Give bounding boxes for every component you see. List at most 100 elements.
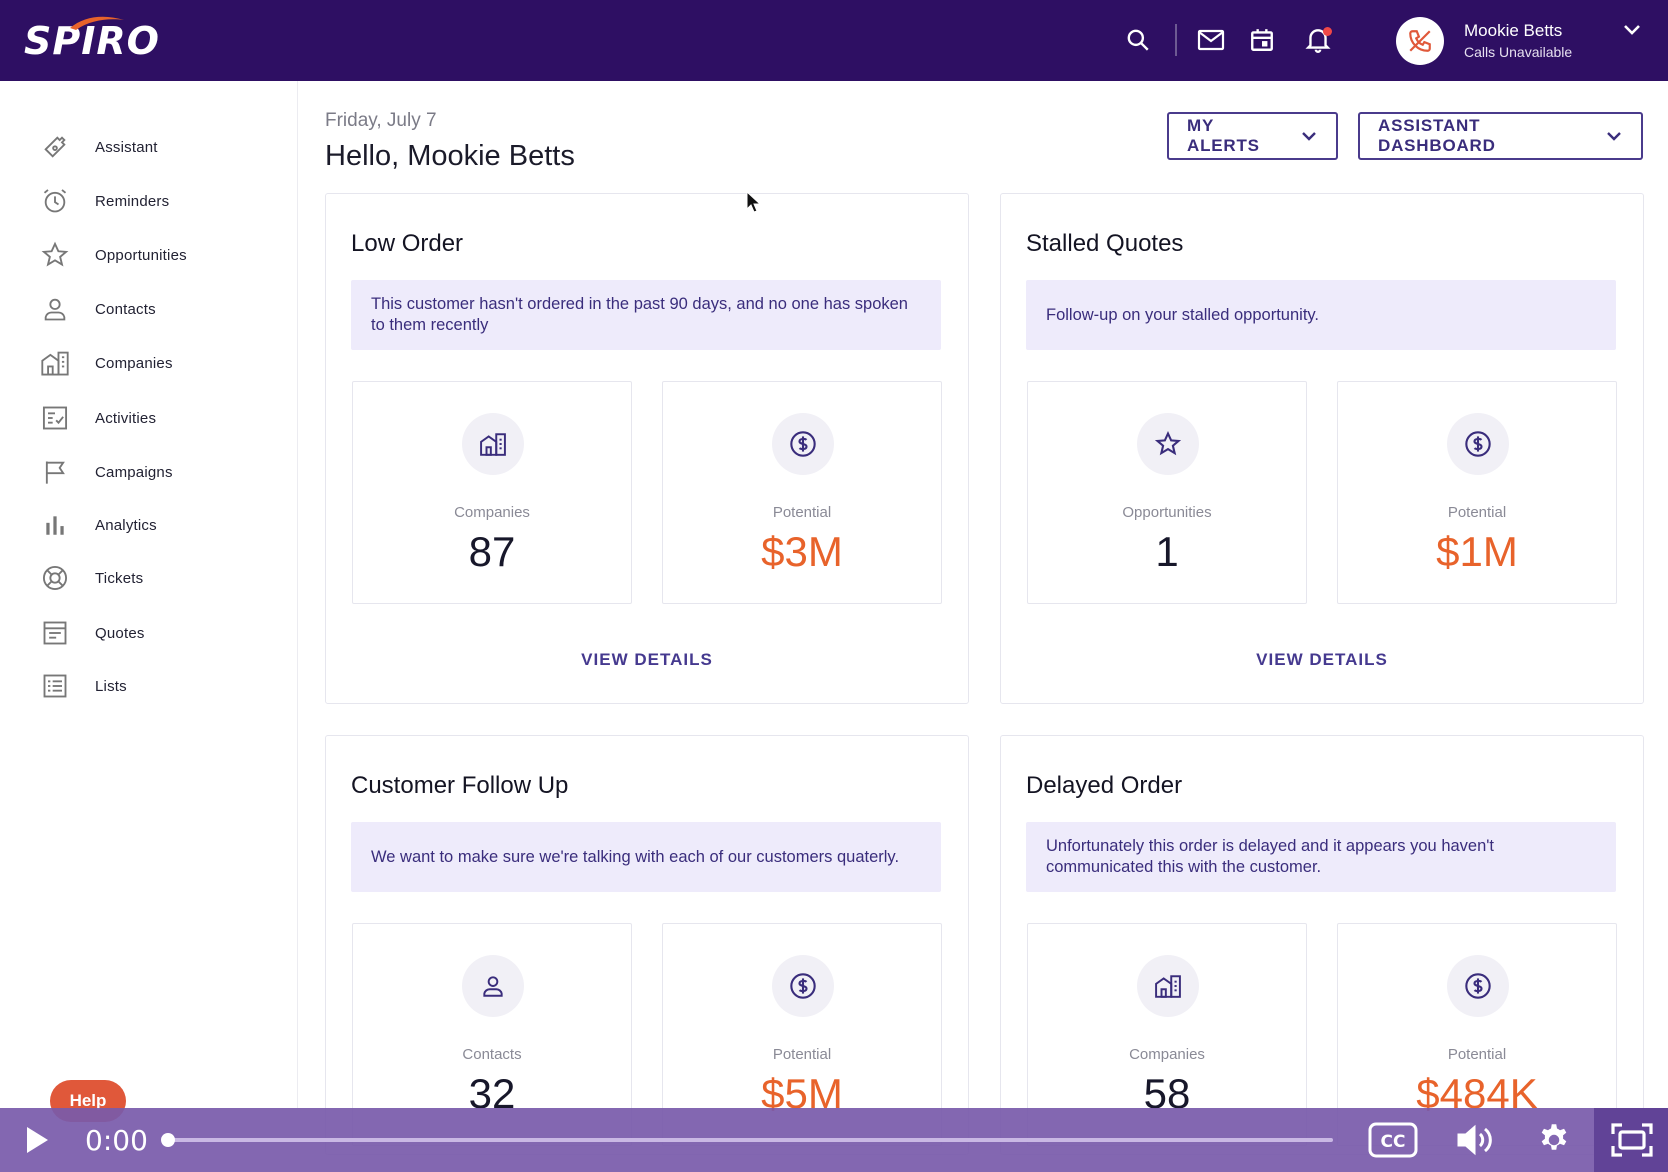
spiro-logo[interactable]: SPIRO: [24, 16, 160, 66]
page-title: Hello, Mookie Betts: [325, 140, 575, 172]
sidebar-item-assistant[interactable]: Assistant: [38, 130, 158, 164]
card-description: Follow-up on your stalled opportunity.: [1026, 280, 1616, 350]
alarm-icon: [38, 184, 72, 218]
user-name: Mookie Betts: [1464, 21, 1563, 40]
fullscreen-area: [1594, 1108, 1668, 1172]
sidebar-item-companies[interactable]: Companies: [38, 346, 173, 380]
metric-potential[interactable]: Potential $3M: [662, 381, 942, 604]
metric-label: Potential: [772, 504, 832, 521]
sidebar-item-label: Contacts: [95, 300, 156, 318]
mail-icon[interactable]: [1195, 24, 1227, 56]
sidebar: Assistant Reminders Opportunities Contac…: [0, 81, 298, 1108]
star-icon: [38, 238, 72, 272]
my-alerts-label: MY ALERTS: [1187, 116, 1260, 155]
logo-swoosh-icon: [70, 16, 124, 30]
video-progress-thumb[interactable]: [161, 1133, 175, 1147]
metric-label: Potential: [772, 1046, 832, 1063]
dollar-icon: [1447, 413, 1509, 475]
card-title: Customer Follow Up: [351, 772, 569, 799]
settings-gear-icon[interactable]: [1535, 1120, 1573, 1160]
sidebar-item-tickets[interactable]: Tickets: [38, 561, 143, 595]
star-icon: [1137, 413, 1199, 475]
volume-icon[interactable]: [1456, 1120, 1496, 1160]
top-bar: SPIRO Mookie Betts Calls Unavailable: [0, 0, 1668, 81]
my-alerts-dropdown[interactable]: MY ALERTS: [1167, 112, 1338, 160]
flag-icon: [38, 455, 72, 489]
card-description: This customer hasn't ordered in the past…: [351, 280, 941, 350]
assistant-dashboard-dropdown[interactable]: ASSISTANT DASHBOARD: [1358, 112, 1643, 160]
toolbar-divider: [1175, 24, 1177, 56]
closed-captions-icon[interactable]: CC: [1368, 1120, 1418, 1160]
sidebar-item-activities[interactable]: Activities: [38, 401, 156, 435]
sidebar-item-reminders[interactable]: Reminders: [38, 184, 169, 218]
chevron-down-icon[interactable]: [1620, 20, 1644, 45]
dollar-icon: [772, 413, 834, 475]
mouse-cursor-icon: [746, 190, 762, 220]
metric-label: Contacts: [462, 1046, 522, 1063]
video-controls: 0:00 CC: [0, 1108, 1668, 1172]
view-details-link[interactable]: VIEW DETAILS: [581, 650, 713, 669]
metric-value: 1: [1155, 528, 1179, 575]
metric-label: Potential: [1447, 1046, 1507, 1063]
sidebar-item-quotes[interactable]: Quotes: [38, 616, 145, 650]
sidebar-item-label: Lists: [95, 677, 127, 695]
sidebar-item-label: Quotes: [95, 624, 145, 642]
view-details-link[interactable]: VIEW DETAILS: [1256, 650, 1388, 669]
metric-opportunities[interactable]: Opportunities 1: [1027, 381, 1307, 604]
card-title: Delayed Order: [1026, 772, 1183, 799]
document-icon: [38, 616, 72, 650]
sidebar-item-label: Opportunities: [95, 246, 187, 264]
logo-text: SPIRO: [24, 19, 160, 63]
card-description: We want to make sure we're talking with …: [351, 822, 941, 892]
current-date: Friday, July 7: [325, 110, 437, 131]
metric-value: $3M: [761, 528, 843, 575]
sidebar-item-label: Companies: [95, 354, 173, 372]
building-icon: [462, 413, 524, 475]
sidebar-item-label: Reminders: [95, 192, 170, 210]
notification-dot: [1323, 27, 1332, 36]
building-icon: [1137, 955, 1199, 1017]
play-icon[interactable]: [22, 1120, 52, 1160]
user-menu[interactable]: Mookie Betts Calls Unavailable: [1396, 17, 1572, 65]
metric-label: Companies: [1129, 1046, 1205, 1063]
lifebuoy-icon: [38, 561, 72, 595]
sidebar-item-lists[interactable]: Lists: [38, 669, 127, 703]
search-icon[interactable]: [1122, 24, 1154, 56]
sidebar-item-label: Activities: [95, 409, 157, 427]
chevron-down-icon: [1605, 129, 1623, 143]
dollar-icon: [1447, 955, 1509, 1017]
metric-value: 87: [468, 528, 516, 575]
chevron-down-icon: [1300, 129, 1318, 143]
sidebar-item-contacts[interactable]: Contacts: [38, 292, 156, 326]
call-status: Calls Unavailable: [1464, 44, 1573, 60]
alert-card-stalled-quotes: Stalled Quotes Follow-up on your stalled…: [1000, 193, 1644, 704]
checklist-icon: [38, 401, 72, 435]
metric-companies[interactable]: Companies 87: [352, 381, 632, 604]
card-description: Unfortunately this order is delayed and …: [1026, 822, 1616, 892]
alert-card-customer-follow-up: Customer Follow Up We want to make sure …: [325, 735, 969, 1155]
cc-label: CC: [1381, 1132, 1406, 1152]
sidebar-item-opportunities[interactable]: Opportunities: [38, 238, 187, 272]
card-title: Stalled Quotes: [1026, 230, 1184, 257]
metric-label: Companies: [454, 504, 530, 521]
metric-potential[interactable]: Potential $1M: [1337, 381, 1617, 604]
sidebar-item-label: Campaigns: [95, 463, 173, 481]
video-progress-track[interactable]: [168, 1138, 1333, 1142]
person-icon: [462, 955, 524, 1017]
list-icon: [38, 669, 72, 703]
metric-value: $1M: [1436, 528, 1518, 575]
sidebar-item-analytics[interactable]: Analytics: [38, 508, 157, 542]
dashboard-label: ASSISTANT DASHBOARD: [1378, 116, 1496, 155]
sidebar-item-label: Analytics: [95, 516, 157, 534]
person-icon: [38, 292, 72, 326]
calendar-icon[interactable]: [1246, 24, 1278, 56]
bar-chart-icon: [38, 508, 72, 542]
metric-label: Opportunities: [1122, 504, 1212, 521]
phone-icon[interactable]: [1396, 17, 1444, 65]
video-time: 0:00: [85, 1124, 148, 1157]
sidebar-item-label: Assistant: [95, 138, 158, 156]
card-title: Low Order: [351, 230, 464, 257]
sidebar-item-campaigns[interactable]: Campaigns: [38, 455, 173, 489]
fullscreen-icon[interactable]: [1610, 1120, 1654, 1160]
bell-icon[interactable]: [1302, 24, 1334, 56]
